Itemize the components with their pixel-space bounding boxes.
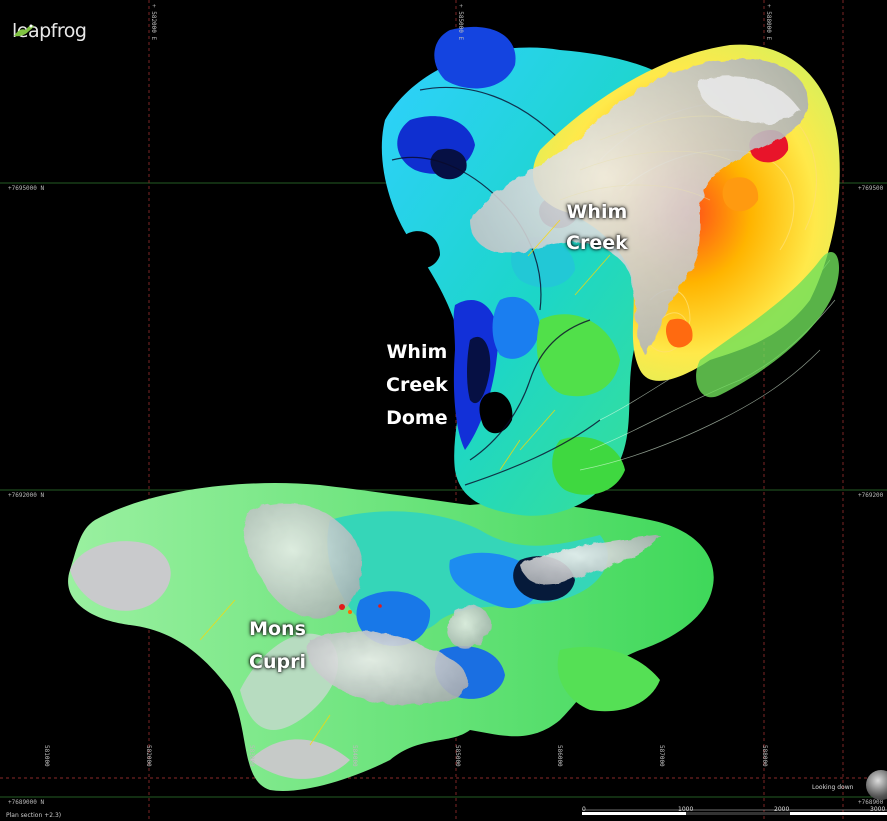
scale-tick-label: 1000 [678, 806, 694, 813]
easting-label-bottom: 585000 [454, 745, 461, 767]
northing-label: +7695000 N [8, 185, 45, 192]
scale-tick-label: 3000 [870, 806, 886, 813]
label-whim-creek-line2: Creek [566, 232, 628, 254]
northing-label: +7689000 N [8, 799, 45, 806]
easting-label-bottom: 584000 [351, 745, 358, 767]
mons-cupri-region [68, 483, 714, 791]
easting-label-top: + 582000 E [150, 4, 157, 41]
easting-label-bottom: 581000 [43, 745, 50, 767]
label-mons-cupri-line2: Cupri [249, 651, 306, 673]
view-orientation-label: Looking down [812, 784, 854, 791]
easting-label-bottom: 586000 [556, 745, 563, 767]
easting-label-bottom: 583000 [248, 745, 255, 767]
label-whim-creek-line1: Whim [566, 201, 628, 223]
label-whim-creek-dome: Whim Creek Dome [386, 343, 448, 428]
label-whim-creek-dome-line3: Dome [386, 407, 448, 429]
scale-tick-label: 0 [582, 806, 586, 813]
frog-icon [14, 24, 34, 37]
label-whim-creek: Whim Creek [566, 203, 628, 253]
easting-label-top: + 588000 E [765, 4, 772, 41]
easting-label-bottom: 587000 [658, 745, 665, 767]
northing-label-right: +769500 [858, 185, 884, 192]
northing-label-right: +769200 [858, 492, 884, 499]
view-orientation-globe-icon[interactable] [866, 770, 887, 800]
leapfrog-logo: leapfrog [12, 20, 87, 42]
scale-tick-label: 2000 [774, 806, 790, 813]
northing-label-right: +768900 [858, 799, 884, 806]
easting-label-bottom: 588000 [761, 745, 768, 767]
whim-creek-region [199, 44, 840, 746]
northing-label: +7692000 N [8, 492, 45, 499]
label-mons-cupri: Mons Cupri [249, 620, 306, 672]
easting-label-bottom: 582000 [145, 745, 152, 767]
plan-section-label: Plan section +2.3) [6, 812, 62, 819]
label-whim-creek-dome-line1: Whim [386, 341, 448, 363]
label-mons-cupri-line1: Mons [249, 618, 306, 640]
label-whim-creek-dome-line2: Creek [386, 374, 448, 396]
easting-label-top: + 585000 E [457, 4, 464, 41]
